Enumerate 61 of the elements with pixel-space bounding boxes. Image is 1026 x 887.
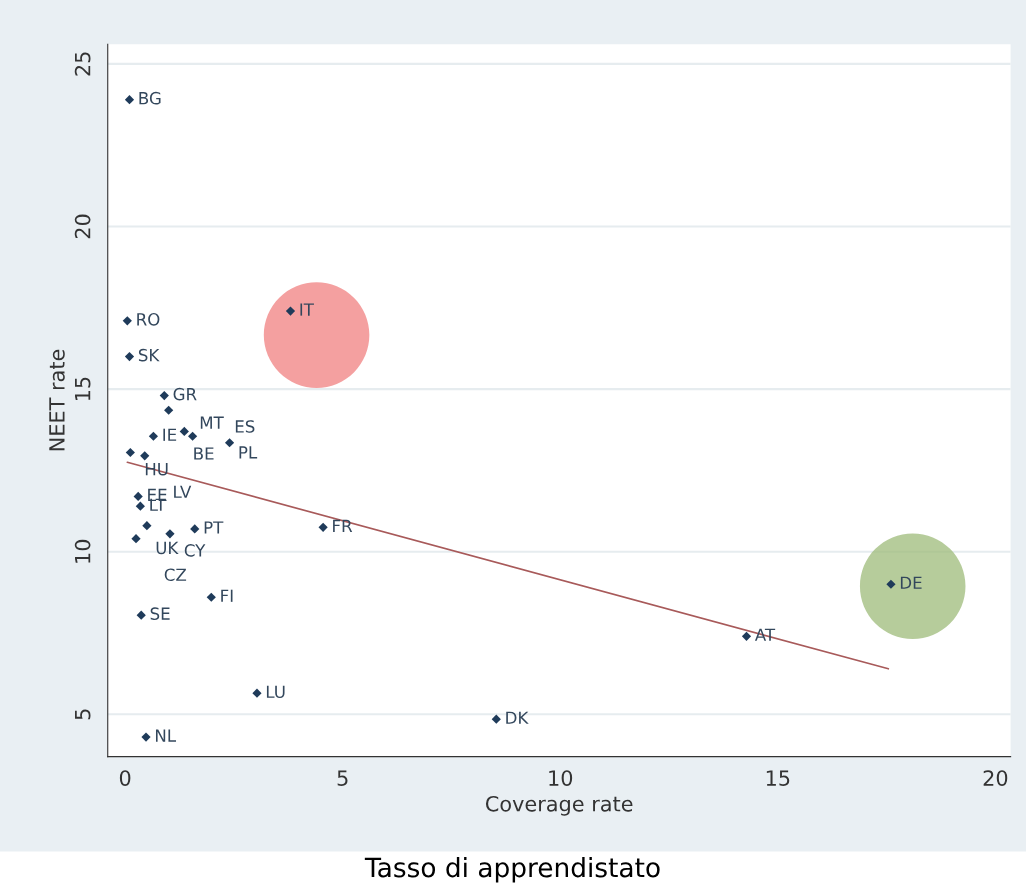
x-tick-label: 0 [119,770,131,786]
annotation: FR [333,519,353,532]
annotation: GR [173,387,197,401]
annotation: DK [506,711,529,724]
annotation: SE [150,607,170,620]
annotation: PT [204,521,224,534]
point [252,688,262,698]
point [886,579,896,589]
y-tick-label: 25 [74,52,91,76]
x-tick-label: 10 [549,770,573,786]
y-tick-label: 10 [74,539,91,563]
annotation: FI [221,589,233,602]
point [491,714,501,724]
annotation: CZ [164,568,187,582]
y-tick-label: 5 [75,709,91,720]
point [224,438,235,448]
point [187,431,198,441]
annotation: RO [137,313,160,326]
point [190,524,200,534]
annotation: PL [239,446,258,459]
x-tick-label: 20 [983,770,1008,786]
y-axis-title: NEET rate [49,349,65,451]
point [131,534,141,544]
annotation: IT [300,303,314,316]
point [318,522,328,532]
point [159,390,169,401]
annotation: BE [194,447,214,460]
point [136,610,146,620]
point [124,351,135,362]
y-tick-label: 15 [75,377,91,401]
y-tick-label: 20 [74,214,91,239]
annotation: LU [266,685,285,699]
point [165,529,175,539]
annotation: SK [138,348,160,362]
point [142,521,152,531]
point [206,592,216,602]
point [125,447,135,458]
text: Tasso di apprendistato [364,857,660,883]
annotation: CY [184,544,206,557]
point [164,405,174,415]
point [135,501,145,511]
annotation: BG [139,91,161,105]
annotation: NL [155,729,177,742]
annotation: IE [163,428,177,441]
annotation: LV [174,485,192,498]
point [285,306,296,316]
point [140,451,150,461]
annotation: MT [200,416,224,429]
point [148,431,159,441]
annotation: UK [156,541,179,555]
x-tick-label: 5 [337,770,348,786]
x-axis-title: Coverage rate [485,795,633,816]
point [741,631,752,641]
x-tick-label: 15 [766,770,790,786]
point [122,316,132,326]
annotation: ES [235,420,255,433]
point [124,95,135,105]
annotation: DE [900,576,922,589]
point [141,732,151,742]
point [179,426,189,436]
point [133,491,143,502]
